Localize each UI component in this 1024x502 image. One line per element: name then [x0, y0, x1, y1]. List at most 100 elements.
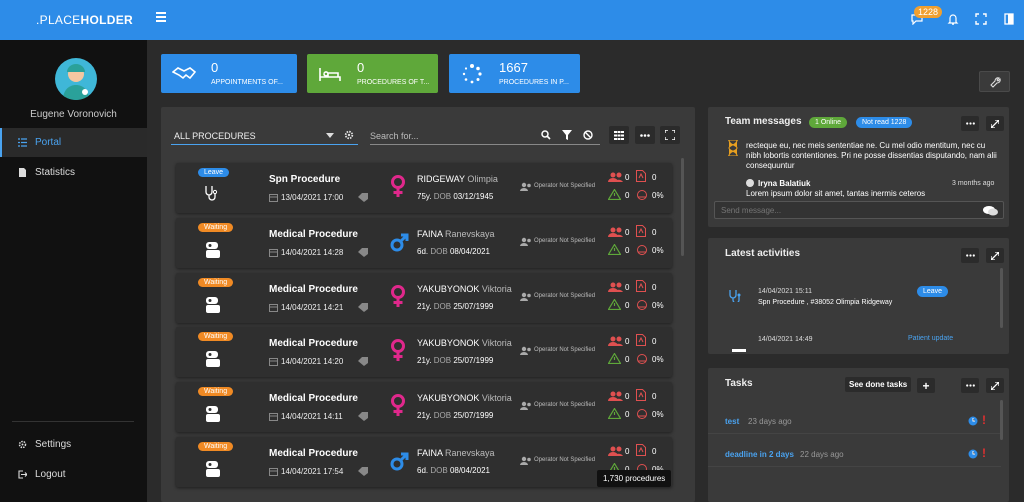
search-input[interactable] [370, 129, 540, 142]
chat-bubbles-icon[interactable] [983, 205, 998, 216]
bell-icon[interactable] [947, 13, 959, 25]
tag-icon [358, 303, 368, 312]
pdf-document-icon [636, 170, 646, 182]
warning-icon [608, 408, 621, 419]
patient-bed-icon [206, 406, 220, 422]
filter-gear-icon[interactable] [344, 130, 354, 140]
task-item[interactable]: test 23 days ago ! [708, 406, 1001, 434]
patient-age: 6d. DOB 08/04/2021 [417, 247, 490, 256]
pdf-document-icon [636, 444, 646, 456]
tasks-more-button[interactable] [961, 378, 979, 393]
spinner-icon [449, 54, 495, 93]
patient-bed-icon [206, 297, 220, 313]
sidebar-item-portal[interactable]: Portal [0, 128, 147, 157]
procedure-row[interactable]: Waiting Medical Procedure 14/04/2021 14:11… [176, 382, 672, 432]
author-avatar [746, 179, 754, 187]
procedure-date: 14/04/2021 14:28 [281, 248, 344, 257]
search-underline [370, 144, 600, 145]
wrench-icon [990, 77, 1001, 88]
activities-scrollbar[interactable] [1000, 268, 1003, 328]
procedure-filter-select[interactable]: ALL PROCEDURES [174, 131, 256, 141]
operator-label: Operator Not Specified [534, 457, 596, 463]
clear-filter-icon[interactable] [583, 130, 593, 140]
activity-icon [732, 349, 746, 352]
priority-icon: ! [982, 413, 986, 427]
users-icon [608, 282, 623, 292]
status-badge: Waiting [198, 223, 234, 232]
avatar[interactable] [55, 58, 97, 100]
funnel-icon[interactable] [562, 130, 572, 140]
activity-time: 14/04/2021 14:49 [758, 336, 813, 343]
activity-tag: Patient update [908, 335, 954, 342]
sidebar-item-settings[interactable]: Settings [0, 430, 147, 459]
see-done-tasks-button[interactable]: See done tasks [845, 377, 912, 392]
procedures-in-progress-card[interactable]: 1667 PROCEDURES IN P... [449, 54, 580, 93]
chevron-down-icon[interactable] [326, 133, 334, 138]
warning-icon [608, 299, 621, 310]
expand-list-button[interactable] [660, 126, 680, 144]
pdf-document-icon [636, 389, 646, 401]
messages-more-button[interactable] [961, 116, 979, 131]
users-icon [608, 446, 623, 456]
stethoscope-icon [205, 186, 218, 201]
tasks-title: Tasks [725, 378, 753, 389]
more-options-button[interactable] [635, 126, 655, 144]
operator-label: Operator Not Specified [534, 402, 596, 408]
grid-view-button[interactable] [609, 126, 629, 144]
procedure-date: 14/04/2021 17:54 [281, 467, 344, 476]
notification-count-badge: 1228 [914, 6, 943, 18]
patient-age: 21y. DOB 25/07/1999 [417, 411, 494, 420]
tag-icon [358, 412, 368, 421]
send-message-input[interactable] [721, 205, 971, 216]
procedure-row[interactable]: Waiting Medical Procedure 14/04/2021 17:54… [176, 437, 672, 487]
procedure-title: Medical Procedure [269, 393, 358, 404]
activities-more-button[interactable] [961, 248, 979, 263]
task-item[interactable]: deadline in 2 days 22 days ago ! [708, 439, 1001, 467]
gauge-icon [637, 190, 647, 200]
tasks-expand-button[interactable] [986, 378, 1004, 393]
dots-icon [965, 384, 975, 387]
team-messages-title: Team messages [725, 116, 802, 127]
tag-icon [358, 467, 368, 476]
fullscreen-icon[interactable] [975, 13, 987, 25]
tasks-scrollbar[interactable] [1000, 400, 1003, 440]
search-icon[interactable] [541, 130, 551, 140]
calendar-icon [269, 468, 278, 476]
panel-toggle-icon[interactable] [1003, 13, 1015, 25]
operator-label: Operator Not Specified [534, 347, 596, 353]
patient-age: 21y. DOB 25/07/1999 [417, 356, 494, 365]
settings-wrench-button[interactable] [979, 71, 1010, 92]
activity-tag: Leave [917, 286, 949, 297]
add-task-button[interactable]: + [917, 378, 935, 393]
procedure-row[interactable]: Waiting Medical Procedure 14/04/2021 14:21… [176, 273, 672, 323]
app-logo[interactable]: .PLACEHOLDER [36, 13, 133, 27]
procedure-title: Medical Procedure [269, 338, 358, 349]
status-badge: Waiting [198, 442, 234, 451]
procedure-count-tooltip: 1,730 procedures [597, 470, 672, 487]
dots-icon [640, 133, 650, 137]
list-scrollbar[interactable] [681, 158, 684, 256]
sidebar-item-logout[interactable]: Logout [0, 460, 147, 489]
logout-icon [18, 470, 27, 479]
hourglass-icon [728, 140, 738, 156]
operator-label: Operator Not Specified [534, 293, 596, 299]
send-message-box[interactable] [714, 201, 1004, 219]
dots-icon [965, 122, 975, 125]
procedure-row[interactable]: Waiting Medical Procedure 14/04/2021 14:20… [176, 327, 672, 377]
expand-icon [991, 251, 999, 260]
messages-expand-button[interactable] [986, 116, 1004, 131]
menu-toggle-icon[interactable] [156, 12, 166, 22]
activities-expand-button[interactable] [986, 248, 1004, 263]
sidebar-item-statistics[interactable]: Statistics [0, 158, 147, 187]
not-read-badge[interactable]: Not read 1228 [856, 117, 913, 128]
procedure-title: Medical Procedure [269, 448, 358, 459]
procedure-date: 14/04/2021 14:20 [281, 357, 344, 366]
procedures-today-card[interactable]: 0 PROCEDURES OF T... [307, 54, 438, 93]
hospital-bed-icon [307, 54, 353, 93]
appointments-card[interactable]: 0 APPOINTMENTS OF... [161, 54, 297, 93]
message-text-2: Lorem ipsum dolor sit amet, tantas inerm… [746, 189, 926, 198]
sidebar-divider [12, 421, 134, 422]
procedure-row[interactable]: Leave Spn Procedure 13/04/2021 17:00 RIDGEW… [176, 163, 672, 213]
operator-icon [520, 237, 531, 246]
procedure-row[interactable]: Waiting Medical Procedure 14/04/2021 14:28… [176, 218, 672, 268]
